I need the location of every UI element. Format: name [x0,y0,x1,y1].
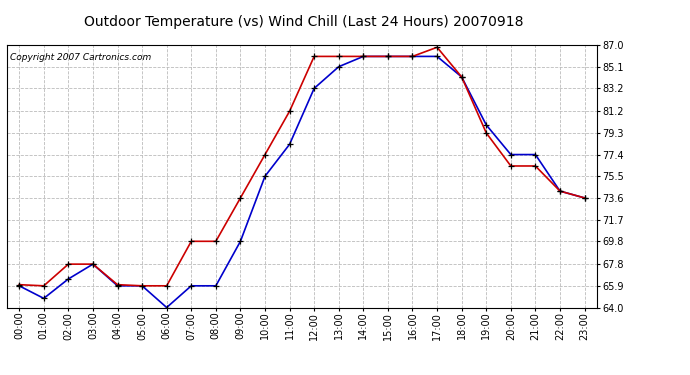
Text: Outdoor Temperature (vs) Wind Chill (Last 24 Hours) 20070918: Outdoor Temperature (vs) Wind Chill (Las… [84,15,523,29]
Text: Copyright 2007 Cartronics.com: Copyright 2007 Cartronics.com [10,53,151,62]
